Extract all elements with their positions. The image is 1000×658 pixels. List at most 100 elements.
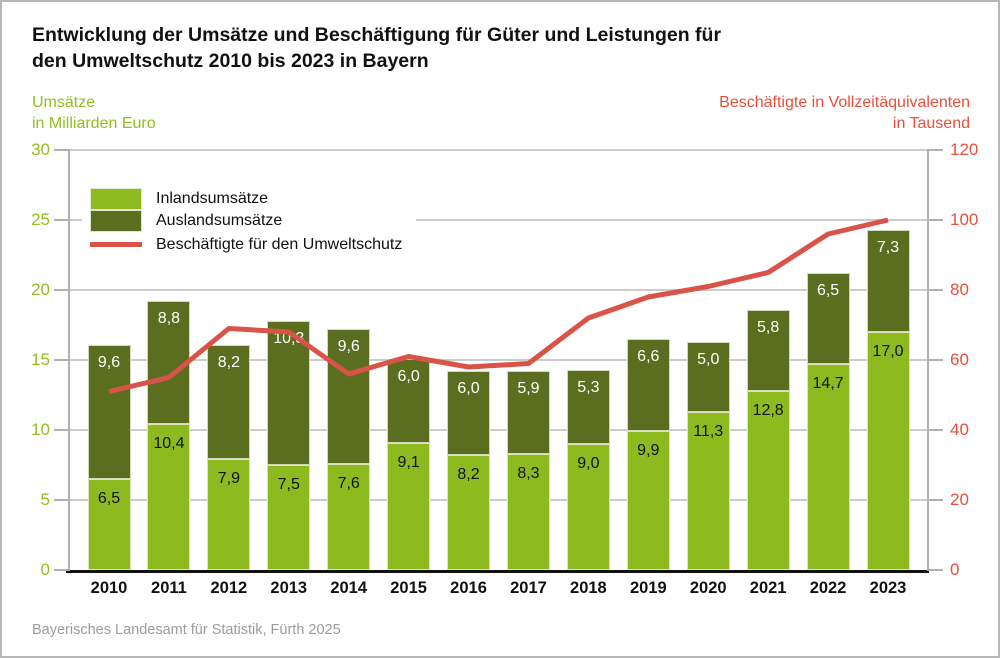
right-tick-40 — [927, 429, 943, 431]
inland-segment-2013 — [267, 464, 311, 570]
bar-2012: 8,2 7,9 — [207, 344, 251, 570]
right-tick-100 — [927, 219, 943, 221]
left-tick-label-10: 10 — [31, 420, 50, 439]
chart-title: Entwicklung der Umsätze und Beschäftigun… — [32, 22, 932, 74]
year-label-2021: 2021 — [749, 579, 787, 597]
left-tick-label-25: 25 — [31, 210, 50, 229]
bar-2010: 9,6 6,5 — [87, 344, 131, 570]
year-label-2015: 2015 — [390, 579, 427, 597]
right-tick-0 — [927, 569, 943, 571]
right-axis-unit-line1: Beschäftigte in Vollzeitäquivalenten — [719, 94, 970, 111]
bar-2021: 5,8 12,8 — [746, 309, 790, 570]
bar-2011: 8,8 10,4 — [147, 301, 191, 570]
inland-segment-2018 — [566, 443, 610, 570]
inland-value-label: 7,6 — [337, 474, 360, 492]
legend-row-inland: Inlandsumsätze — [90, 188, 402, 210]
right-tick-label-40: 40 — [950, 420, 969, 439]
source-footer: Bayerisches Landesamt für Statistik, Für… — [32, 622, 341, 638]
inland-segment-2014 — [327, 463, 371, 570]
bar-2014: 9,6 7,6 — [327, 329, 371, 570]
gridline-5 — [70, 499, 927, 501]
x-axis-line — [66, 570, 929, 573]
inland-value-label: 6,5 — [97, 489, 121, 507]
left-tick-5 — [54, 499, 70, 501]
right-tick-20 — [927, 499, 943, 501]
bar-2018: 5,3 9,0 — [566, 369, 610, 570]
year-label-2012: 2012 — [210, 579, 248, 597]
ausland-legend-swatch — [90, 210, 142, 232]
employment-legend-line — [90, 242, 142, 247]
left-tick-30 — [54, 149, 70, 151]
inland-value-label: 7,9 — [217, 470, 240, 488]
ausland-value-label: 5,8 — [757, 318, 780, 336]
left-tick-label-0: 0 — [40, 560, 50, 579]
ausland-value-label: 9,6 — [97, 353, 121, 371]
inland-value-label: 9,9 — [637, 442, 660, 460]
ausland-value-label: 8,2 — [217, 353, 240, 371]
left-axis-unit-label: Umsätze in Milliarden Euro — [32, 92, 156, 134]
inland-value-label: 8,2 — [457, 466, 480, 484]
right-tick-label-120: 120 — [950, 140, 979, 159]
inland-value-label: 11,3 — [693, 422, 724, 440]
bar-2016: 6,0 8,2 — [447, 371, 491, 570]
left-axis-unit-line2: in Milliarden Euro — [32, 115, 156, 132]
ausland-value-label: 9,6 — [337, 338, 360, 356]
year-label-2019: 2019 — [629, 579, 667, 597]
right-tick-label-60: 60 — [950, 350, 969, 369]
ausland-value-label: 10,3 — [273, 329, 305, 347]
year-label-2011: 2011 — [151, 579, 187, 597]
gridline-30 — [70, 149, 927, 151]
inland-value-label: 9,0 — [577, 454, 600, 472]
right-tick-80 — [927, 289, 943, 291]
bar-2023: 7,3 17,0 — [866, 229, 910, 570]
inland-value-label: 7,5 — [277, 475, 300, 493]
year-label-2018: 2018 — [570, 579, 607, 597]
left-tick-label-30: 30 — [31, 140, 50, 159]
legend: Inlandsumsätze Auslandsumsätze Beschäfti… — [82, 186, 417, 261]
ausland-value-label: 5,0 — [697, 350, 720, 368]
inland-legend-swatch — [90, 188, 142, 210]
inland-segment-2017 — [506, 453, 550, 570]
year-label-2010: 2010 — [90, 579, 128, 597]
right-tick-label-80: 80 — [950, 280, 969, 299]
right-tick-60 — [927, 359, 943, 361]
inland-segment-2019 — [626, 431, 670, 570]
inland-segment-2020 — [686, 411, 730, 570]
bar-2017: 5,9 8,3 — [506, 371, 550, 570]
year-label-2017: 2017 — [510, 579, 547, 597]
inland-segment-2021 — [746, 390, 790, 570]
right-tick-120 — [927, 149, 943, 151]
inland-segment-2012 — [207, 459, 251, 570]
ausland-value-label: 7,3 — [876, 238, 900, 256]
left-tick-label-20: 20 — [31, 280, 50, 299]
employment-legend-label: Beschäftigte für den Umweltschutz — [156, 235, 403, 253]
inland-segment-2010 — [87, 478, 131, 570]
ausland-value-label: 6,0 — [457, 380, 480, 398]
ausland-value-label: 6,6 — [637, 348, 660, 365]
left-tick-20 — [54, 289, 70, 291]
gridline-20 — [70, 289, 927, 291]
year-label-2022: 2022 — [809, 579, 847, 597]
left-tick-label-5: 5 — [40, 490, 50, 509]
inland-segment-2011 — [147, 424, 191, 570]
right-axis-unit-line2: in Tausend — [892, 115, 970, 132]
left-tick-15 — [54, 359, 70, 361]
bar-2013: 10,3 7,5 — [267, 320, 311, 570]
bar-2022: 6,5 14,7 — [806, 273, 850, 570]
year-label-2023: 2023 — [869, 579, 907, 597]
year-label-2013: 2013 — [270, 579, 308, 597]
left-axis-unit-line1: Umsätze — [32, 94, 96, 111]
right-tick-label-100: 100 — [950, 210, 979, 229]
inland-value-label: 14,7 — [812, 375, 844, 393]
inland-segment-2023 — [866, 331, 910, 570]
bar-2019: 6,6 9,9 — [626, 339, 670, 570]
right-axis-unit-label: Beschäftigte in Vollzeitäquivalenten in … — [719, 92, 970, 134]
left-tick-25 — [54, 219, 70, 221]
inland-value-label: 10,4 — [153, 435, 185, 453]
chart-title-line1: Entwicklung der Umsätze und Beschäftigun… — [32, 24, 722, 46]
inland-value-label: 17,0 — [872, 342, 904, 360]
ausland-value-label: 8,8 — [157, 310, 181, 328]
legend-row-employment: Beschäftigte für den Umweltschutz — [90, 232, 402, 257]
inland-segment-2022 — [806, 364, 850, 570]
